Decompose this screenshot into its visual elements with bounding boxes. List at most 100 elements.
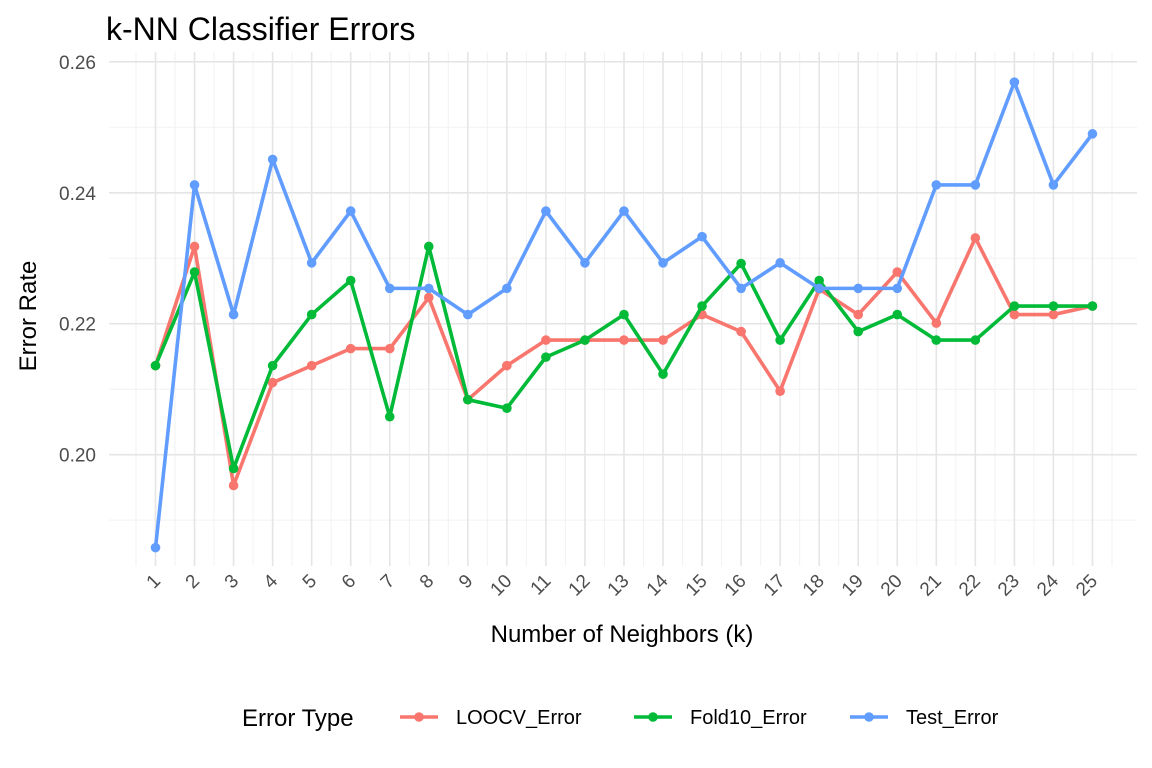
- data-point: [619, 309, 629, 320]
- x-tick-label: 20: [877, 571, 907, 601]
- data-point: [736, 258, 746, 269]
- data-point: [931, 335, 942, 345]
- x-tick-label: 6: [338, 571, 360, 593]
- data-point: [345, 206, 356, 216]
- data-point: [697, 231, 707, 242]
- data-point: [931, 180, 942, 190]
- data-point: [150, 542, 161, 553]
- x-axis-title: Number of Neighbors (k): [491, 621, 754, 648]
- x-tick-label: 24: [1033, 570, 1063, 600]
- x-tick-label: 16: [721, 571, 751, 601]
- data-point: [853, 283, 864, 294]
- series-Fold10_Error: [150, 241, 1098, 474]
- x-tick-label: 22: [955, 571, 985, 601]
- data-point: [345, 343, 356, 354]
- data-point: [189, 241, 200, 252]
- data-point: [189, 180, 200, 190]
- data-point: [463, 309, 473, 320]
- data-point: [814, 283, 824, 294]
- y-tick-label: 0.22: [59, 315, 96, 336]
- x-tick-label: 11: [527, 571, 556, 600]
- data-point: [267, 377, 278, 388]
- data-point: [1087, 301, 1098, 311]
- x-tick-label: 10: [487, 571, 517, 601]
- data-point: [384, 411, 395, 422]
- data-point: [1048, 180, 1059, 190]
- data-point: [228, 480, 239, 491]
- data-point: [1048, 301, 1059, 311]
- data-point: [267, 360, 278, 371]
- x-tick-label: 17: [760, 571, 790, 601]
- x-tick-label: 23: [994, 571, 1024, 601]
- data-point: [502, 283, 512, 294]
- legend-label: Fold10_Error: [690, 707, 807, 729]
- legend-item: Test_Error: [850, 707, 999, 729]
- x-tick-label: 4: [260, 570, 283, 593]
- x-tick-label: 18: [799, 571, 829, 601]
- data-point: [384, 343, 395, 354]
- legend-label: LOOCV_Error: [456, 707, 582, 729]
- legend-key-point: [648, 712, 658, 722]
- data-point: [423, 292, 434, 303]
- data-point: [541, 206, 551, 216]
- data-point: [853, 326, 864, 337]
- data-point: [384, 283, 395, 294]
- x-tick-label: 14: [643, 570, 673, 600]
- data-point: [736, 283, 746, 294]
- data-point: [306, 360, 317, 371]
- legend-item: LOOCV_Error: [400, 707, 582, 729]
- data-point: [970, 335, 981, 345]
- y-tick-label: 0.24: [59, 184, 96, 205]
- data-point: [853, 309, 864, 320]
- x-tick-label: 13: [604, 571, 634, 601]
- y-axis-title: Error Rate: [15, 261, 42, 372]
- data-point: [306, 258, 317, 268]
- data-point: [502, 360, 512, 371]
- data-point: [892, 309, 903, 320]
- legend-item: Fold10_Error: [634, 707, 807, 729]
- data-point: [970, 233, 981, 243]
- data-point: [658, 335, 668, 345]
- data-point: [775, 386, 785, 396]
- data-point: [658, 369, 668, 379]
- x-tick-label: 25: [1072, 571, 1102, 601]
- data-point: [619, 335, 629, 345]
- data-point: [1009, 77, 1020, 87]
- data-point: [541, 352, 551, 362]
- data-point: [502, 403, 512, 413]
- data-point: [580, 258, 590, 268]
- data-point: [892, 267, 903, 277]
- data-point: [1087, 129, 1098, 139]
- data-point: [267, 154, 278, 165]
- grid: [109, 52, 1137, 566]
- data-point: [150, 360, 161, 371]
- data-point: [736, 326, 746, 337]
- data-point: [463, 394, 473, 405]
- data-point: [775, 335, 785, 345]
- chart-title: k-NN Classifier Errors: [106, 11, 415, 47]
- legend-key-point: [864, 712, 874, 722]
- x-tick-label: 3: [221, 571, 243, 593]
- data-point: [423, 241, 434, 252]
- data-point: [1048, 309, 1059, 320]
- legend-label: Test_Error: [906, 707, 999, 729]
- y-tick-label: 0.20: [59, 446, 96, 467]
- y-tick-label: 0.26: [59, 53, 96, 74]
- series-Test_Error: [150, 77, 1098, 553]
- data-point: [931, 318, 942, 328]
- data-point: [228, 463, 239, 474]
- legend-key-point: [414, 712, 424, 722]
- y-axis-ticks: 0.20 0.22 0.24 0.26: [59, 53, 96, 467]
- x-tick-label: 5: [299, 571, 321, 593]
- data-point: [970, 180, 981, 190]
- data-point: [892, 283, 903, 294]
- x-tick-label: 2: [182, 571, 204, 593]
- x-tick-label: 8: [416, 571, 438, 593]
- data-point: [189, 267, 200, 277]
- data-point: [423, 283, 434, 294]
- data-point: [658, 258, 668, 268]
- data-point: [1009, 301, 1020, 311]
- data-point: [580, 335, 590, 345]
- x-tick-label: 15: [682, 571, 712, 601]
- x-tick-label: 12: [565, 571, 595, 601]
